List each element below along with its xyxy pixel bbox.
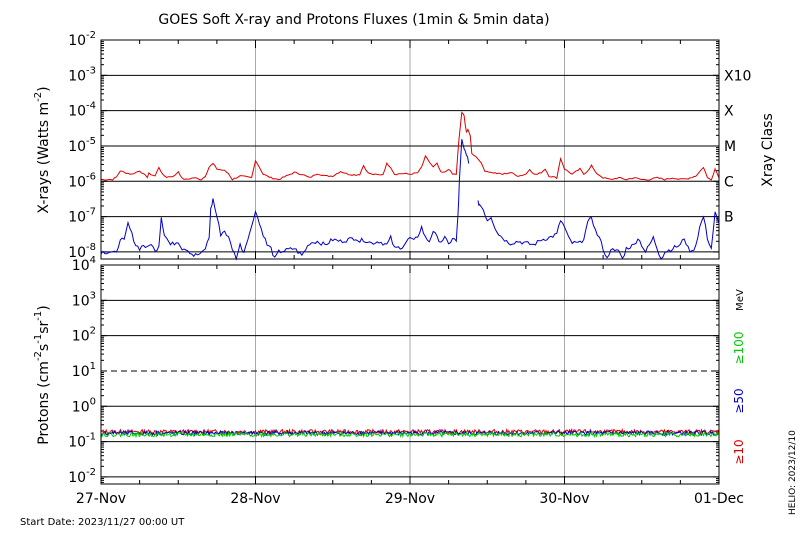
xray-panel: 10-2 10-3 10-4 10-5 10-6 10-7 10-8 X10 X M C B Xray … [33, 30, 776, 261]
proton-y-tick-label: 10-2 [68, 467, 96, 486]
x-day-label: 27-Nov [76, 491, 126, 507]
start-date-label: Start Date: 2023/11/27 00:00 UT [20, 517, 185, 528]
energy-label: ≥10 [732, 439, 746, 464]
credit-label: HELIO: 2023/12/10 [788, 430, 798, 515]
chart-title: GOES Soft X-ray and Protons Fluxes (1min… [158, 12, 549, 28]
xray-short-series [100, 139, 470, 261]
xray-y-tick-label: 10-3 [68, 65, 96, 84]
proton-frame [100, 264, 720, 485]
xray-class-label: C [724, 174, 734, 190]
energy-unit-label: MeV [735, 289, 746, 311]
proton-ge100-series [100, 430, 720, 439]
proton-y-tick-label: 103 [72, 290, 96, 309]
proton-axis-title: Protons (cm-2s-1sr-1) [33, 305, 52, 444]
xray-short-series [477, 200, 720, 260]
proton-y-tick-label: 102 [72, 326, 96, 345]
x-day-label: 28-Nov [230, 491, 280, 507]
proton-y-tick-label: 104 [72, 255, 96, 274]
xray-y-tick-label: 10-7 [68, 207, 96, 226]
xray-y-tick-label: 10-4 [68, 101, 96, 120]
xray-class-label: X10 [724, 68, 751, 84]
xray-frame [100, 39, 720, 260]
xray-class-label: B [724, 210, 734, 226]
energy-label: ≥50 [732, 388, 746, 413]
xray-class-axis-title: Xray Class [760, 113, 776, 187]
xray-axis-title: X-rays (Watts m-2) [33, 86, 52, 213]
xray-class-label: X [724, 104, 734, 120]
xray-y-tick-label: 10-2 [68, 30, 96, 49]
xray-y-tick-label: 10-5 [68, 136, 96, 155]
xray-class-label: M [724, 139, 736, 155]
x-day-label: 01-Dec [694, 491, 744, 507]
xray-long-series [100, 111, 720, 181]
proton-y-tick-label: 10-1 [68, 432, 96, 451]
proton-y-tick-label: 100 [72, 396, 96, 415]
xray-y-tick-label: 10-8 [68, 242, 96, 261]
proton-panel: 104 103 102 101 100 10-1 10-2 Protons (cm-2s-1s… [33, 255, 746, 486]
x-day-label: 29-Nov [385, 491, 435, 507]
energy-label: ≥100 [732, 332, 746, 365]
proton-y-tick-label: 101 [72, 361, 96, 380]
x-day-label: 30-Nov [539, 491, 589, 507]
xray-y-tick-label: 10-6 [68, 171, 96, 190]
